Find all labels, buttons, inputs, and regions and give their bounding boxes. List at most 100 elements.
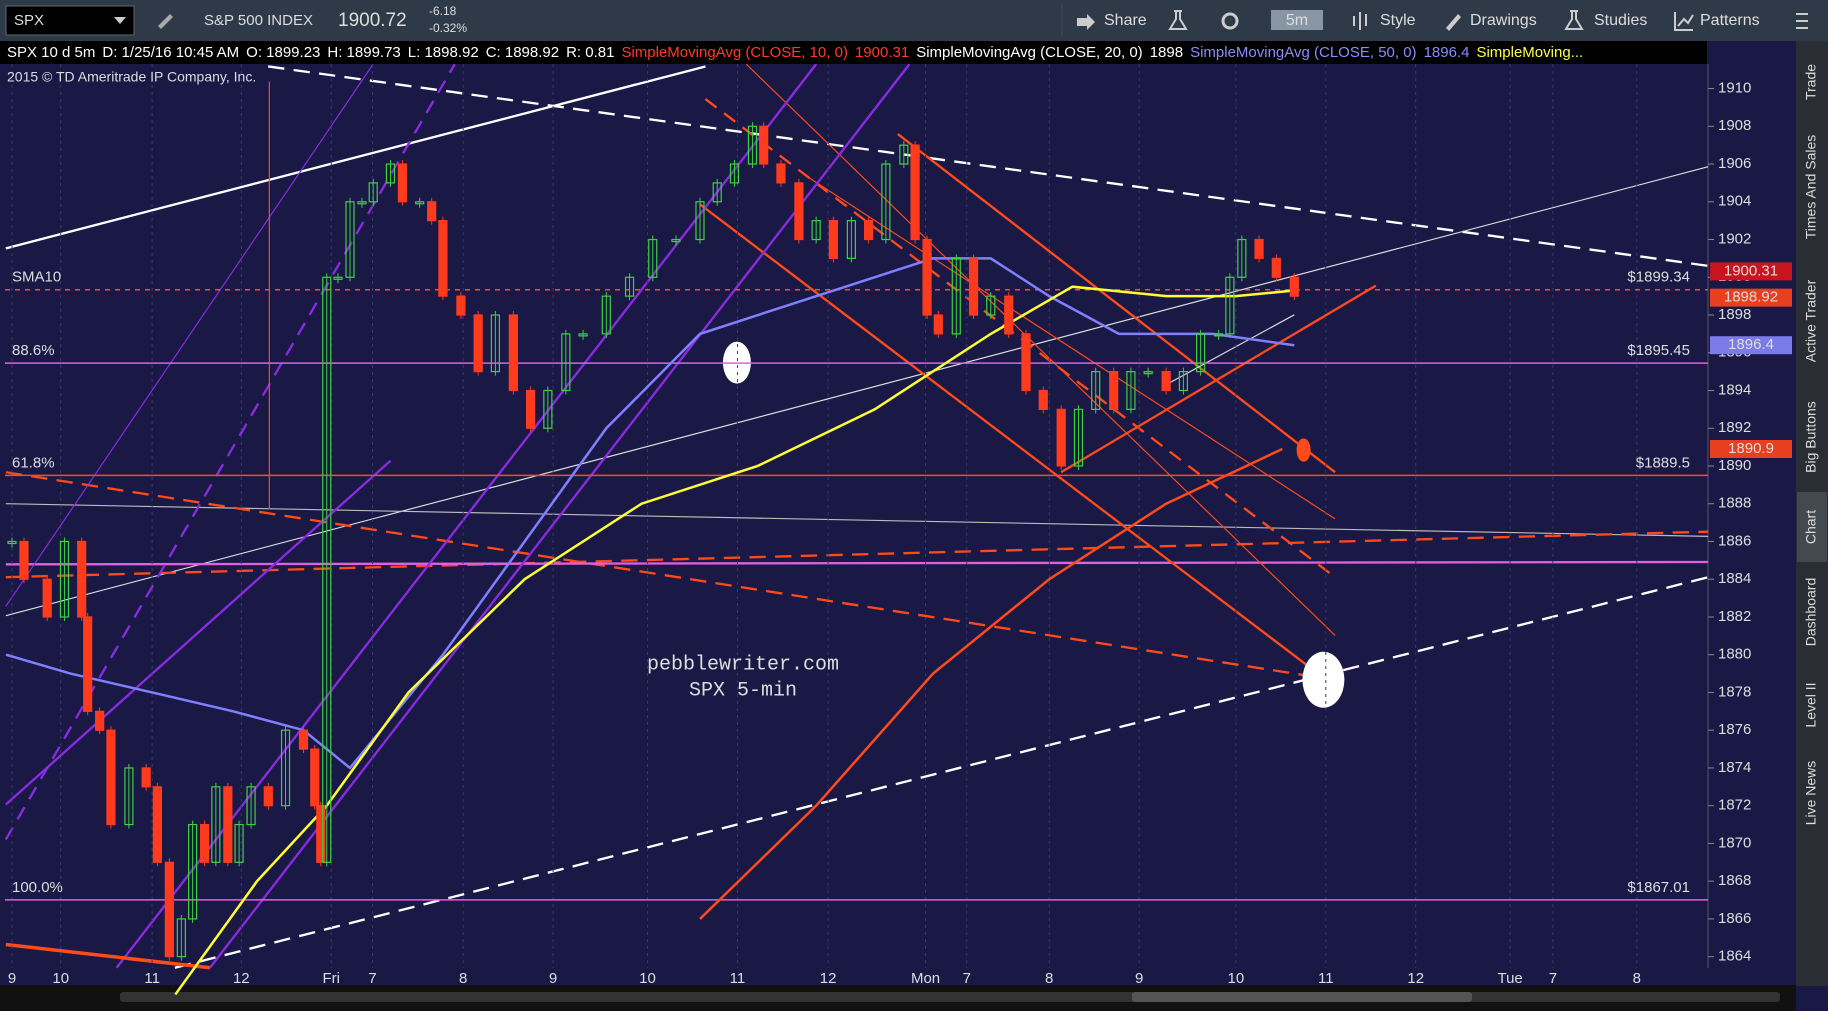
price-tag-label: 1898.92 — [1724, 289, 1778, 306]
bar-open: O: 1899.23 — [246, 44, 321, 61]
candle — [211, 786, 221, 863]
candle — [280, 729, 291, 807]
candle — [200, 823, 210, 863]
bar-high: H: 1899.73 — [327, 44, 401, 61]
side-tab[interactable]: Dashboard — [1803, 578, 1819, 647]
side-tab[interactable]: Active Trader — [1803, 279, 1819, 362]
study-value: 1896.4 — [1423, 44, 1470, 61]
candle — [759, 125, 769, 165]
candle — [986, 295, 996, 316]
level-name: 61.8% — [12, 454, 55, 471]
price-tag — [1710, 336, 1792, 355]
candle — [910, 144, 920, 241]
y-tick-label: 1864 — [1718, 948, 1751, 965]
candle — [438, 220, 448, 297]
bar-date: D: 1/25/16 10:45 AM — [102, 44, 240, 61]
side-tab[interactable]: Live News — [1803, 761, 1819, 826]
candle — [223, 786, 233, 863]
interval[interactable]: 5m — [1286, 12, 1308, 29]
scrollbar-thumb[interactable] — [1132, 992, 1472, 1002]
side-tab[interactable]: Level II — [1803, 682, 1819, 727]
bar-low: L: 1898.92 — [407, 44, 479, 61]
y-tick-label: 1892 — [1718, 419, 1751, 436]
settings-icon[interactable] — [1221, 12, 1239, 30]
plot-area — [0, 64, 1708, 968]
drawings-icon[interactable] — [1446, 14, 1461, 31]
candle — [747, 125, 758, 165]
y-tick-label: 1880 — [1718, 646, 1751, 663]
scrollbar-track[interactable] — [120, 992, 1780, 1002]
y-tick-label: 1876 — [1718, 721, 1751, 738]
candle — [1091, 371, 1101, 410]
candle — [1143, 371, 1153, 375]
watermark: SPX 5-min — [689, 679, 797, 702]
candle — [1021, 333, 1031, 392]
style-icon[interactable] — [1353, 12, 1367, 30]
bar-range: R: 0.81 — [566, 44, 615, 61]
menu-icon[interactable] — [1796, 13, 1808, 29]
candle — [776, 163, 786, 184]
candle — [368, 182, 378, 203]
candle — [1254, 238, 1264, 259]
candle — [152, 786, 162, 863]
share-button[interactable]: Share — [1104, 12, 1147, 29]
share-icon[interactable] — [1077, 14, 1095, 30]
candle — [695, 201, 705, 241]
candle — [1056, 408, 1066, 467]
patterns-icon[interactable] — [1674, 12, 1694, 31]
studies-icon[interactable] — [1564, 10, 1584, 30]
last-price: 1900.72 — [338, 10, 407, 31]
flask-icon[interactable] — [1168, 10, 1188, 30]
x-tick-label: 8 — [1045, 970, 1053, 987]
channel-line — [698, 203, 1330, 684]
x-tick-label: 7 — [963, 970, 971, 987]
candle — [1126, 371, 1136, 410]
candle — [1109, 371, 1119, 410]
candle — [648, 238, 658, 278]
candle — [671, 238, 681, 243]
candle — [415, 201, 425, 205]
drawings-button[interactable]: Drawings — [1470, 12, 1537, 29]
level-name: 100.0% — [12, 879, 63, 896]
side-tab[interactable]: Times And Sales — [1803, 135, 1819, 240]
interval-box[interactable] — [1271, 10, 1323, 30]
y-tick-label: 1908 — [1718, 117, 1751, 134]
candle — [397, 163, 408, 203]
level-label: $1895.45 — [1627, 342, 1690, 359]
x-tick-label: 10 — [639, 970, 656, 987]
symbol-box[interactable] — [5, 5, 135, 36]
candle — [508, 314, 518, 392]
price-tag-label: 1900.31 — [1724, 262, 1778, 279]
candle — [1178, 371, 1188, 392]
patterns-button[interactable]: Patterns — [1700, 12, 1760, 29]
y-tick-label: 1884 — [1718, 570, 1751, 587]
side-tab[interactable]: Chart — [1803, 510, 1819, 544]
y-tick-label: 1870 — [1718, 834, 1751, 851]
price-tag-label: 1890.9 — [1728, 440, 1774, 457]
style-button[interactable]: Style — [1380, 12, 1416, 29]
y-tick-label: 1898 — [1718, 306, 1751, 323]
candle — [794, 182, 804, 241]
level-name: SMA10 — [12, 269, 61, 286]
trendline — [174, 576, 1709, 969]
symbol-dropdown[interactable] — [114, 17, 126, 24]
studies-button[interactable]: Studies — [1594, 12, 1647, 29]
candle — [846, 220, 856, 259]
moving-average — [5, 257, 1295, 770]
y-tick-label: 1904 — [1718, 193, 1751, 210]
description: S&P 500 INDEX — [204, 12, 313, 29]
candle — [1038, 389, 1048, 410]
side-tab[interactable]: Big Buttons — [1803, 401, 1819, 473]
candle — [246, 786, 256, 826]
x-tick-label: 11 — [1318, 970, 1334, 987]
candle — [263, 786, 273, 807]
y-tick-label: 1886 — [1718, 532, 1751, 549]
candle — [881, 163, 891, 241]
candle — [427, 201, 437, 222]
pencil-icon[interactable] — [158, 14, 173, 29]
study-value: 1900.31 — [854, 44, 910, 61]
side-tab[interactable]: Trade — [1803, 64, 1819, 100]
copyright: 2015 © TD Ameritrade IP Company, Inc. — [7, 69, 256, 85]
study-name: SimpleMovingAvg (CLOSE, 50, 0) — [1190, 44, 1417, 61]
candle — [1271, 257, 1281, 278]
